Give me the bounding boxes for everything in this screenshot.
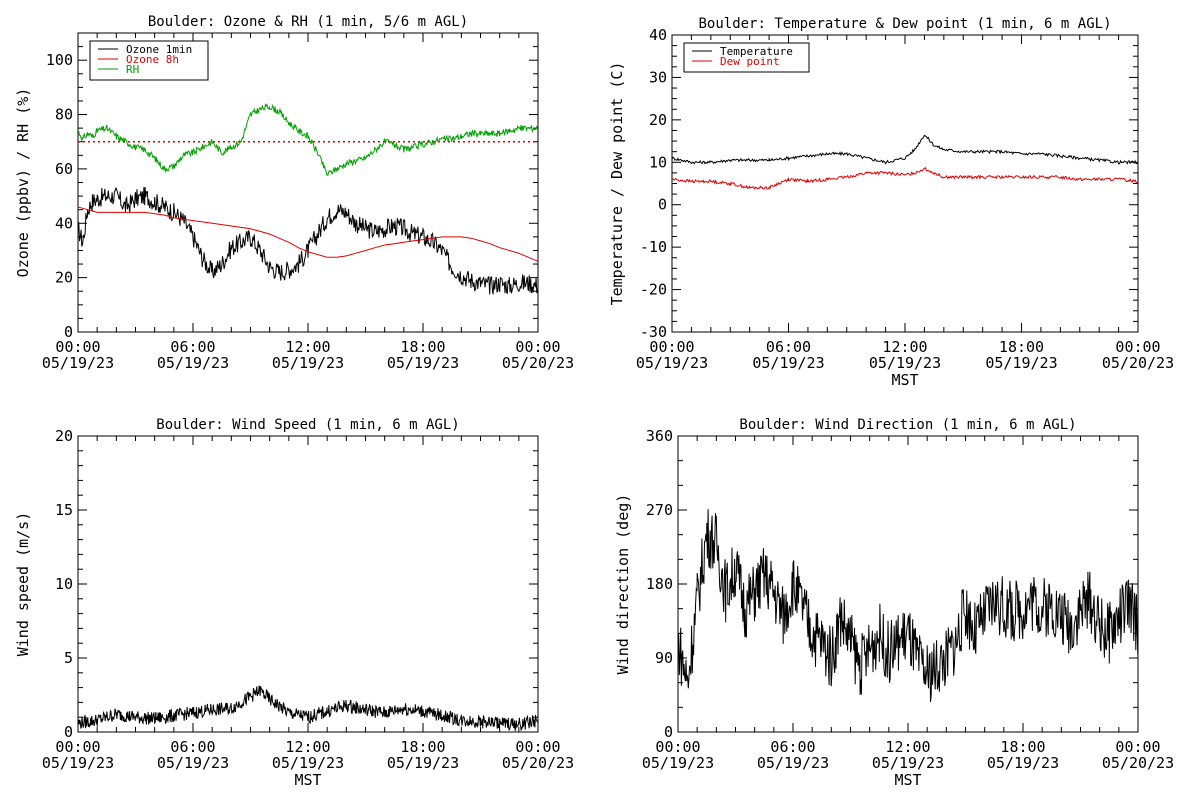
x-tick-time: 00:00 xyxy=(649,338,694,356)
y-axis-label: Wind speed (m/s) xyxy=(14,512,32,657)
y-tick-label: 10 xyxy=(649,153,667,171)
y-tick-label: -30 xyxy=(640,323,667,341)
x-tick-time: 18:00 xyxy=(400,738,445,756)
x-tick-time: 00:00 xyxy=(55,738,100,756)
chart-title: Boulder: Temperature & Dew point (1 min,… xyxy=(698,16,1111,32)
legend-label: Ozone 8h xyxy=(126,53,179,66)
plot-frame xyxy=(677,435,1139,733)
x-tick-date: 05/19/23 xyxy=(157,754,229,772)
series-line-dew-point xyxy=(672,166,1138,190)
x-tick-time: 12:00 xyxy=(885,738,930,756)
x-tick-date: 05/19/23 xyxy=(872,754,944,772)
y-tick-label: 0 xyxy=(64,723,73,741)
y-tick-label: 15 xyxy=(55,501,73,519)
x-tick-time: 00:00 xyxy=(55,338,100,356)
legend-label: RH xyxy=(126,63,139,76)
x-tick-time: 00:00 xyxy=(1115,338,1160,356)
series-line-ozone-8h xyxy=(78,206,538,262)
x-tick-date: 05/19/23 xyxy=(42,354,114,372)
y-tick-label: 40 xyxy=(649,26,667,44)
legend-label: Temperature xyxy=(720,45,793,58)
x-tick-date: 05/19/23 xyxy=(387,754,459,772)
wind-speed-panel: Boulder: Wind Speed (1 min, 6 m AGL) 0 5 10… xyxy=(14,417,574,789)
x-tick-date: 05/19/23 xyxy=(642,754,714,772)
x-tick-date: 05/20/23 xyxy=(1102,754,1174,772)
y-tick-label: 20 xyxy=(55,427,73,445)
y-tick-label: 60 xyxy=(55,160,73,178)
series-line-main xyxy=(678,509,1138,703)
legend-box xyxy=(683,42,810,73)
legend-label: Ozone 1min xyxy=(126,43,192,56)
legend-box xyxy=(89,40,209,81)
y-tick-label: -20 xyxy=(640,281,667,299)
x-tick-date: 05/19/23 xyxy=(752,354,824,372)
x-tick-time: 06:00 xyxy=(770,738,815,756)
ozone-rh-panel: Boulder: Ozone & RH (1 min, 5/6 m AGL) 0 2… xyxy=(14,14,574,372)
plot-frame xyxy=(77,435,539,733)
plot-frame xyxy=(671,34,1139,333)
x-tick-time: 00:00 xyxy=(655,738,700,756)
y-tick-label: 80 xyxy=(55,106,73,124)
temperature-dewpoint-panel: Boulder: Temperature & Dew point (1 min,… xyxy=(608,16,1174,389)
y-axis-label: Wind direction (deg) xyxy=(614,494,632,675)
x-tick-time: 12:00 xyxy=(882,338,927,356)
legend-label: Dew point xyxy=(720,55,780,68)
x-tick-time: 12:00 xyxy=(285,338,330,356)
x-axis-label: MST xyxy=(894,771,921,789)
x-tick-time: 06:00 xyxy=(766,338,811,356)
x-tick-date: 05/19/23 xyxy=(985,354,1057,372)
series-line-rh xyxy=(78,103,538,177)
x-tick-date: 05/19/23 xyxy=(42,754,114,772)
x-tick-date: 05/20/23 xyxy=(502,754,574,772)
x-tick-time: 06:00 xyxy=(170,338,215,356)
x-tick-time: 00:00 xyxy=(515,738,560,756)
y-tick-label: 0 xyxy=(658,196,667,214)
x-tick-date: 05/19/23 xyxy=(869,354,941,372)
y-tick-label: 0 xyxy=(64,323,73,341)
y-tick-label: 270 xyxy=(646,501,673,519)
y-axis-label: Temperature / Dew point (C) xyxy=(608,62,626,306)
x-tick-time: 12:00 xyxy=(285,738,330,756)
y-tick-label: 100 xyxy=(46,51,73,69)
x-tick-date: 05/20/23 xyxy=(502,354,574,372)
x-tick-time: 18:00 xyxy=(1000,738,1045,756)
y-tick-label: 20 xyxy=(55,269,73,287)
chart-title: Boulder: Wind Direction (1 min, 6 m AGL) xyxy=(739,417,1076,433)
series-line-temperature xyxy=(672,134,1138,165)
x-tick-date: 05/19/23 xyxy=(272,754,344,772)
x-tick-date: 05/19/23 xyxy=(757,754,829,772)
chart-title: Boulder: Ozone & RH (1 min, 5/6 m AGL) xyxy=(148,14,468,30)
x-tick-date: 05/19/23 xyxy=(387,354,459,372)
x-tick-time: 06:00 xyxy=(170,738,215,756)
x-tick-time: 18:00 xyxy=(400,338,445,356)
y-axis-label: Ozone (ppbv) / RH (%) xyxy=(14,88,32,278)
y-tick-label: 40 xyxy=(55,214,73,232)
x-tick-date: 05/19/23 xyxy=(636,354,708,372)
x-tick-date: 05/19/23 xyxy=(272,354,344,372)
wind-direction-panel: Boulder: Wind Direction (1 min, 6 m AGL)… xyxy=(614,417,1174,789)
y-tick-label: 0 xyxy=(664,723,673,741)
x-tick-time: 18:00 xyxy=(999,338,1044,356)
y-tick-label: 360 xyxy=(646,427,673,445)
x-tick-date: 05/19/23 xyxy=(987,754,1059,772)
x-axis-label: MST xyxy=(891,371,918,389)
y-tick-label: 90 xyxy=(655,649,673,667)
x-tick-date: 05/19/23 xyxy=(157,354,229,372)
chart-title: Boulder: Wind Speed (1 min, 6 m AGL) xyxy=(156,417,459,433)
x-tick-time: 00:00 xyxy=(515,338,560,356)
y-tick-label: 5 xyxy=(64,649,73,667)
series-line-ozone-1min xyxy=(78,186,538,295)
y-tick-label: 30 xyxy=(649,68,667,86)
y-tick-label: 20 xyxy=(649,111,667,129)
x-tick-time: 00:00 xyxy=(1115,738,1160,756)
y-tick-label: 10 xyxy=(55,575,73,593)
y-tick-label: -10 xyxy=(640,238,667,256)
y-tick-label: 180 xyxy=(646,575,673,593)
x-tick-date: 05/20/23 xyxy=(1102,354,1174,372)
series-line-main xyxy=(78,685,538,732)
x-axis-label: MST xyxy=(294,771,321,789)
